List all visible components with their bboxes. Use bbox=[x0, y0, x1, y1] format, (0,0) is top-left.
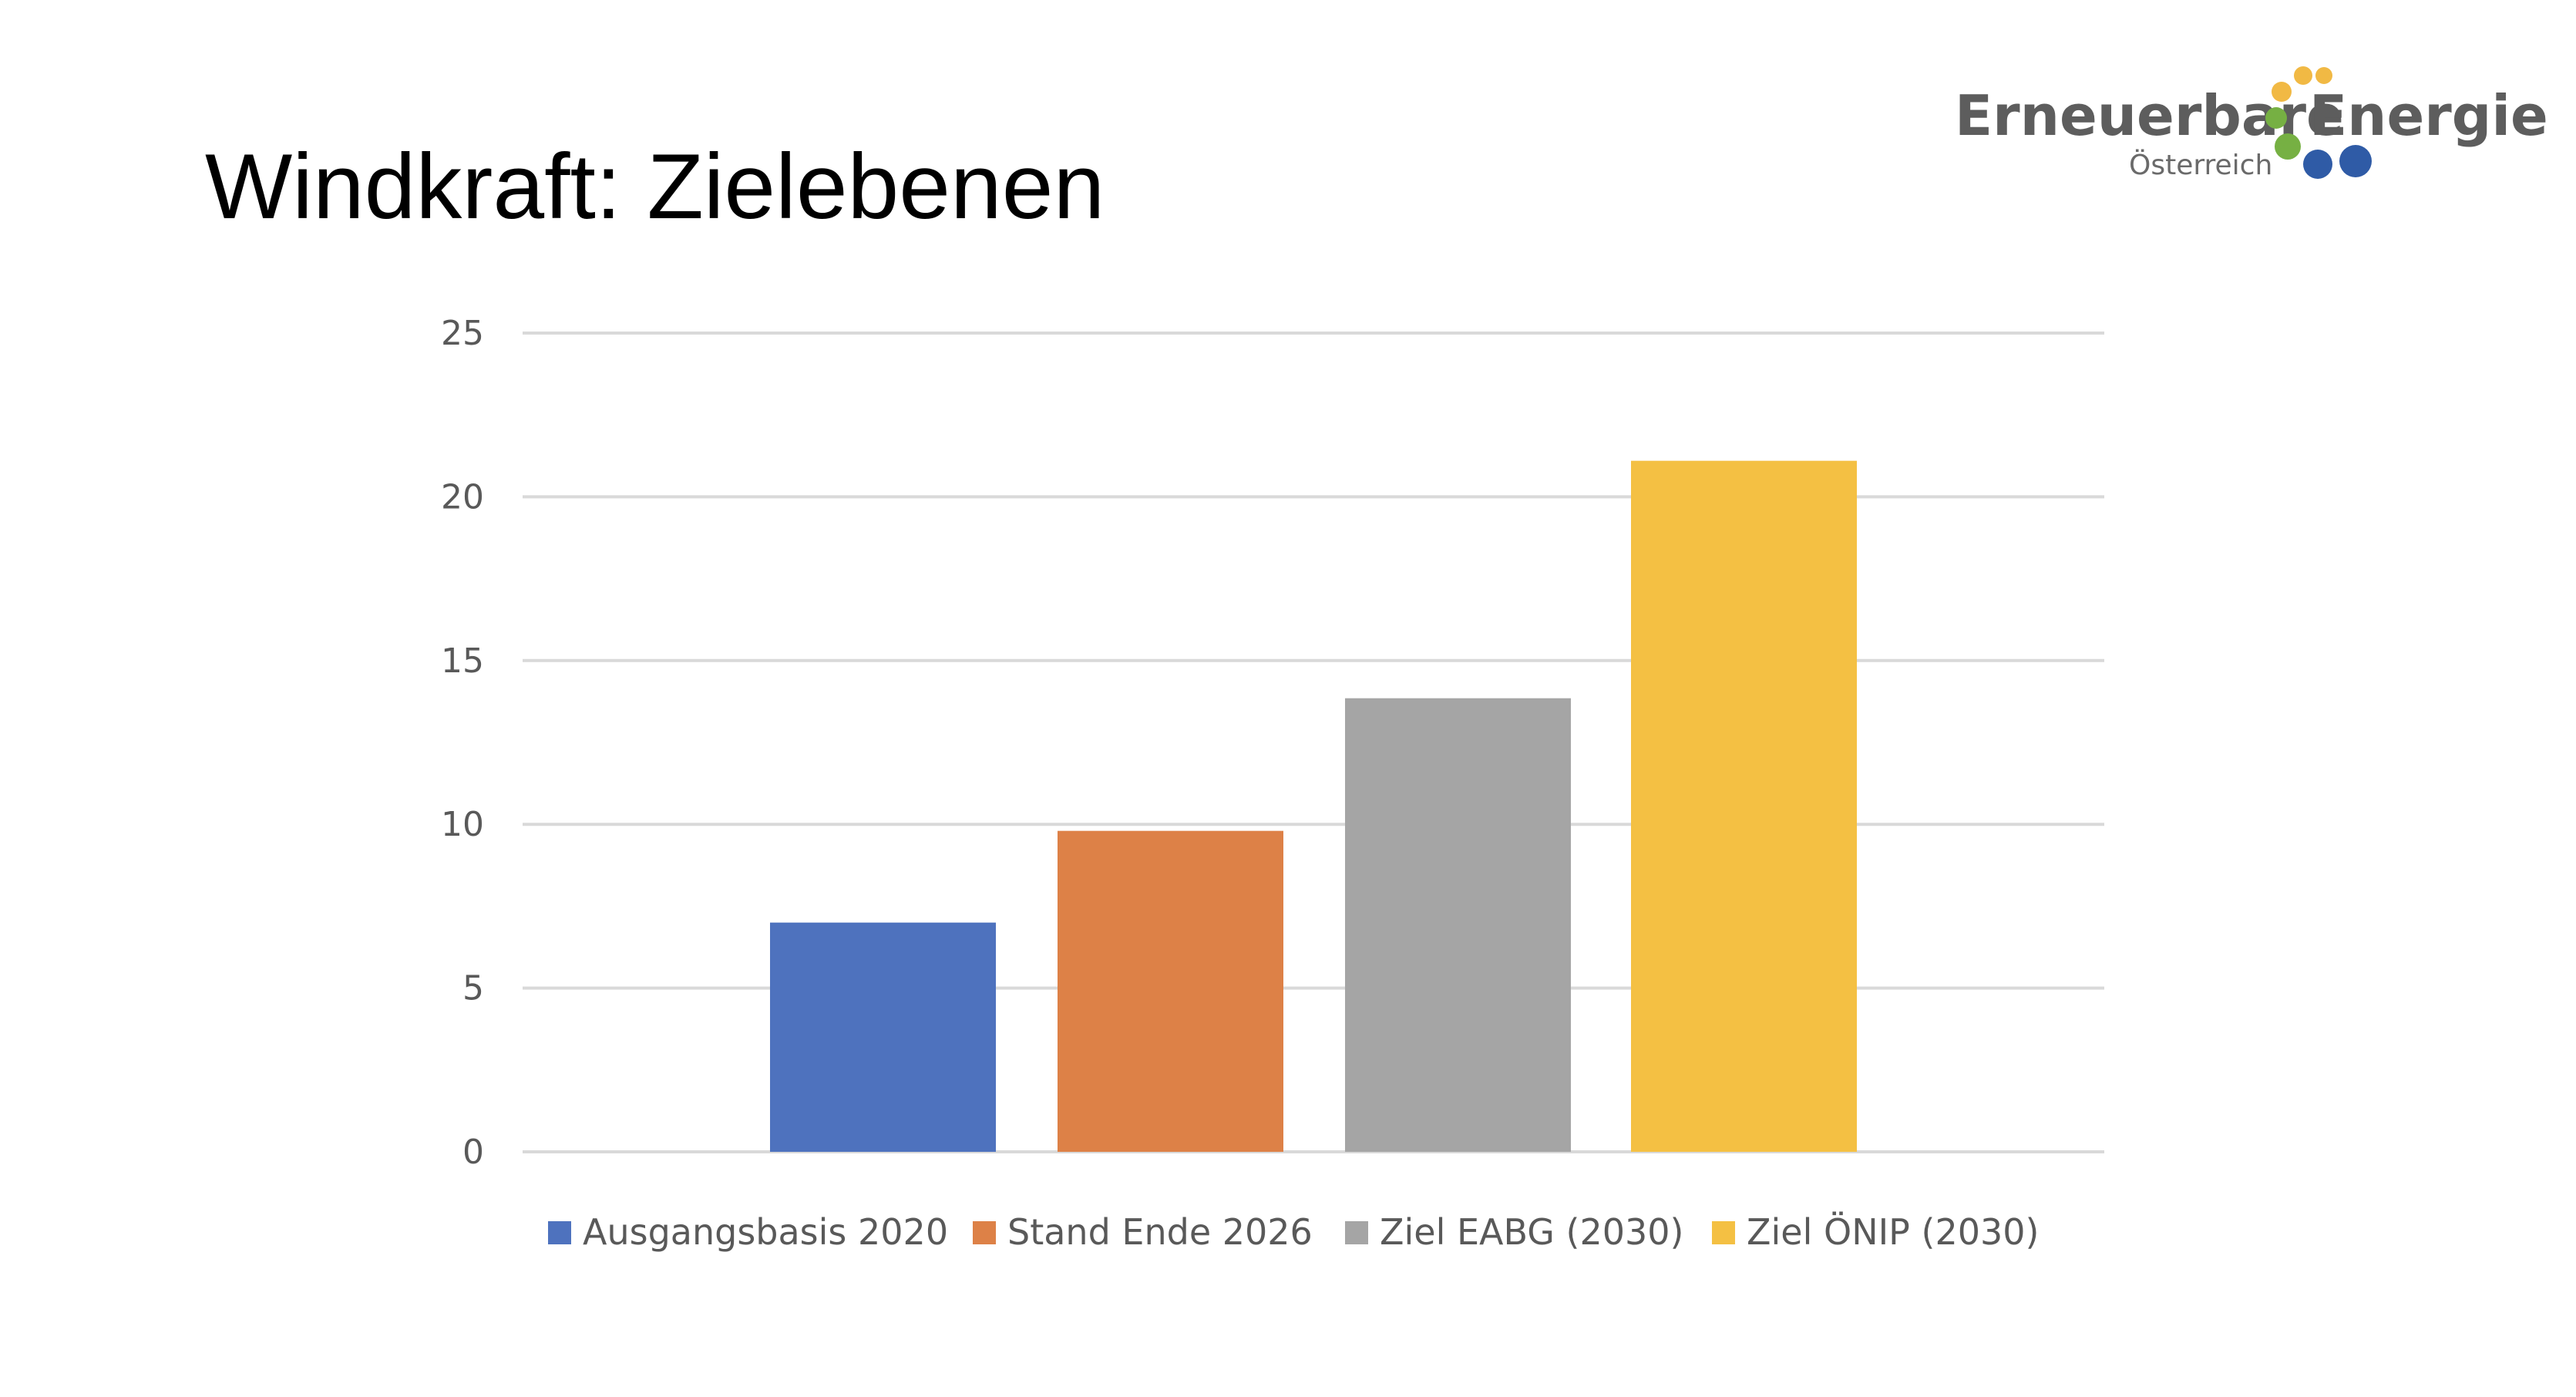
logo-text-sub: Österreich bbox=[2129, 149, 2272, 181]
y-tick-label: 0 bbox=[462, 1133, 484, 1172]
bar-3 bbox=[1345, 698, 1571, 1152]
legend-swatch bbox=[1712, 1221, 1735, 1244]
logo-dot bbox=[2265, 107, 2287, 129]
bar-2 bbox=[1058, 830, 1283, 1152]
bars bbox=[770, 460, 1857, 1152]
y-tick-label: 10 bbox=[441, 805, 484, 844]
legend-label: Ausgangsbasis 2020 bbox=[583, 1211, 948, 1253]
legend-label: Ziel ÖNIP (2030) bbox=[1747, 1211, 2040, 1253]
bar-4 bbox=[1631, 460, 1857, 1152]
logo-dot bbox=[2303, 150, 2332, 179]
y-tick-label: 20 bbox=[441, 477, 484, 517]
legend-label: Ziel EABG (2030) bbox=[1380, 1211, 1684, 1253]
legend-swatch bbox=[1345, 1221, 1368, 1244]
y-tick-label: 15 bbox=[441, 641, 484, 681]
logo-dot bbox=[2275, 133, 2301, 160]
legend-label: Stand Ende 2026 bbox=[1007, 1211, 1313, 1253]
y-tick-label: 5 bbox=[462, 969, 484, 1008]
logo-text-right: Energie bbox=[2309, 83, 2548, 148]
y-axis-ticks: 0 5 10 15 20 25 bbox=[441, 314, 484, 1172]
y-tick-label: 25 bbox=[441, 314, 484, 353]
logo-dot bbox=[2272, 82, 2292, 102]
logo-dot bbox=[2294, 66, 2312, 85]
logo: Erneuerbare Energie Österreich bbox=[1955, 66, 2548, 181]
legend: Ausgangsbasis 2020 Stand Ende 2026 Ziel EA… bbox=[548, 1211, 2040, 1253]
logo-dot bbox=[2339, 145, 2372, 177]
gridlines bbox=[523, 332, 2104, 1153]
bar-1 bbox=[770, 922, 996, 1152]
legend-swatch bbox=[548, 1221, 571, 1244]
slide-title: Windkraft: Zielebenen bbox=[205, 135, 1105, 238]
logo-dot bbox=[2315, 67, 2332, 84]
legend-swatch bbox=[973, 1221, 996, 1244]
